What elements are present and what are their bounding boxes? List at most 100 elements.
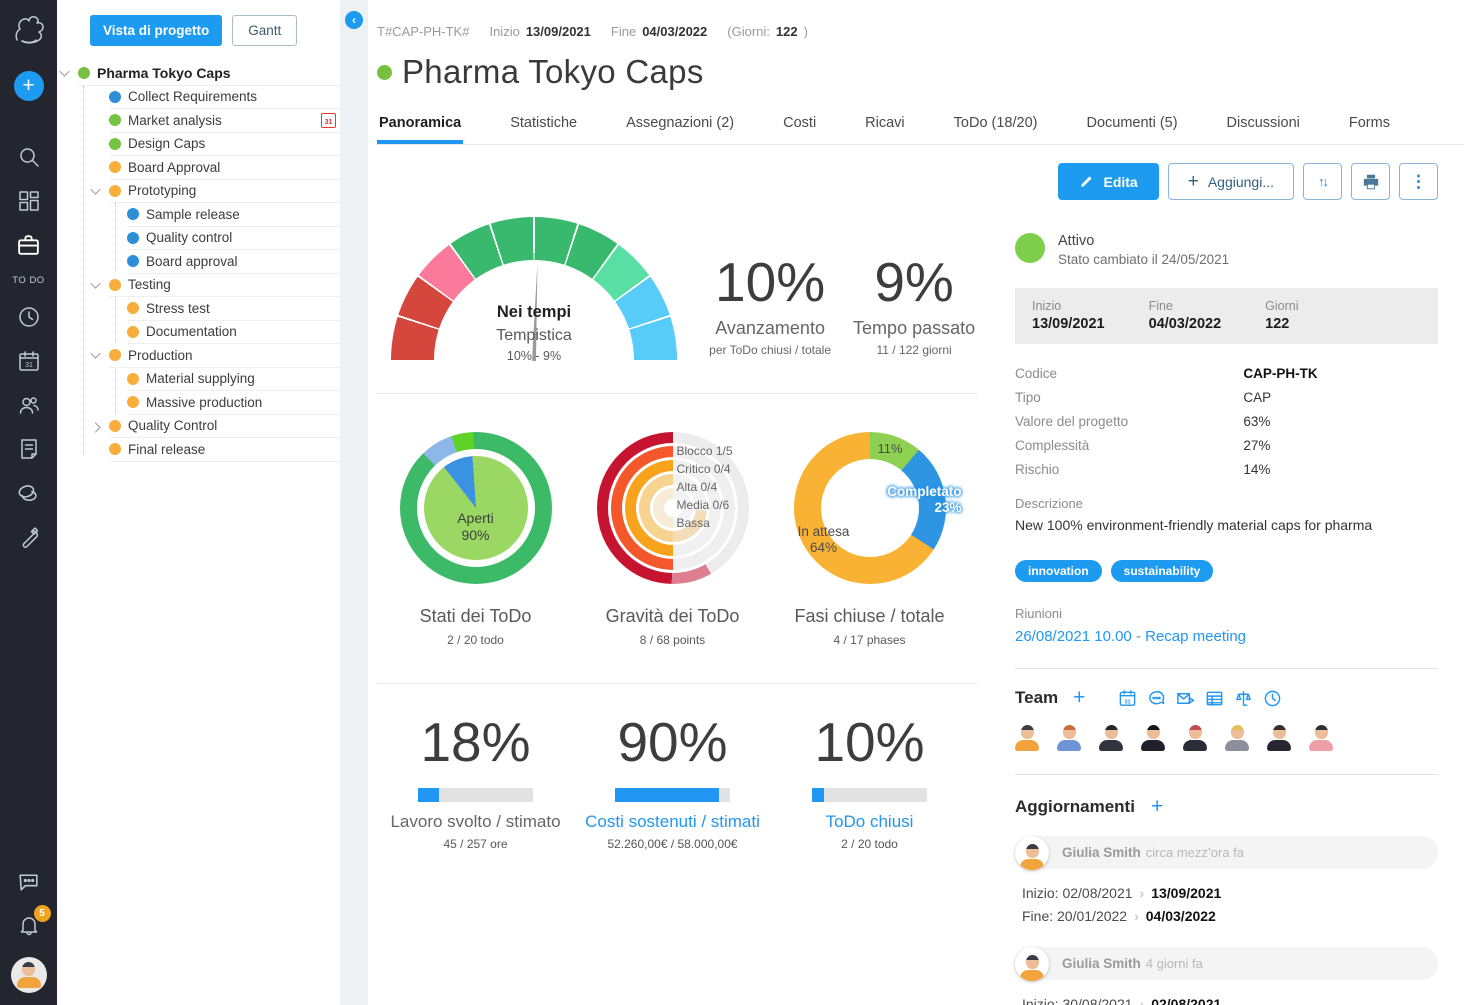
- add-team-member-button[interactable]: +: [1073, 686, 1086, 709]
- tab-forms[interactable]: Forms: [1348, 115, 1390, 131]
- chevron-down-icon[interactable]: [59, 66, 70, 77]
- chevron-right-icon: ›: [1139, 996, 1145, 1005]
- gauge-status-label: Nei tempi: [496, 303, 572, 321]
- chevron-down-icon[interactable]: [90, 277, 101, 289]
- resources-icon[interactable]: [16, 392, 42, 418]
- tree-item[interactable]: Documentation: [127, 321, 340, 344]
- project-view-button[interactable]: Vista di progetto: [90, 15, 223, 46]
- chevron-down-icon[interactable]: [90, 183, 101, 195]
- tools-icon[interactable]: [16, 524, 42, 550]
- deadline-calendar-icon[interactable]: 31: [321, 112, 336, 128]
- add-button[interactable]: + Aggiungi...: [1167, 163, 1294, 200]
- team-member-avatar[interactable]: [1015, 725, 1039, 751]
- sort-button[interactable]: ↑↓: [1303, 163, 1342, 200]
- tree-item-label: Quality Control: [128, 418, 218, 434]
- project-dates-box: Inizio 13/09/2021 Fine 04/03/2022 Giorni…: [1015, 288, 1438, 344]
- progress-bar: [418, 788, 533, 802]
- chat-icon[interactable]: [16, 868, 42, 894]
- donuts-row: Aperti 90% Stati dei ToDo 2 / 20 todo: [377, 432, 977, 647]
- tab-panoramica[interactable]: Panoramica: [377, 105, 464, 144]
- kpi-link-label[interactable]: ToDo chiusi: [825, 812, 914, 831]
- tree-item[interactable]: Sample release: [127, 203, 340, 227]
- team-table-icon[interactable]: [1205, 689, 1224, 708]
- status-dot-blue: [127, 208, 139, 221]
- team-member-avatar[interactable]: [1309, 725, 1333, 751]
- tree-item[interactable]: Design Caps: [109, 133, 340, 156]
- team-member-avatar[interactable]: [1141, 725, 1165, 751]
- tree-item-group[interactable]: Quality Control: [90, 415, 340, 438]
- print-button[interactable]: [1351, 163, 1390, 200]
- tree-item[interactable]: Market analysis 31: [109, 109, 340, 133]
- tab-costi[interactable]: Costi: [783, 115, 817, 131]
- tree-item-group[interactable]: Testing: [90, 274, 340, 297]
- team-mail-send-icon[interactable]: [1176, 689, 1195, 708]
- team-member-avatar[interactable]: [1057, 725, 1081, 751]
- edit-button[interactable]: Edita: [1058, 163, 1159, 200]
- start-value: 13/09/2021: [525, 24, 591, 39]
- tab-todo[interactable]: ToDo (18/20): [953, 115, 1038, 131]
- worklog-clock-icon[interactable]: [16, 304, 42, 330]
- search-icon[interactable]: [16, 144, 42, 170]
- tab-assegnazioni[interactable]: Assegnazioni (2): [626, 115, 735, 131]
- add-update-button[interactable]: +: [1150, 795, 1164, 818]
- team-member-avatar[interactable]: [1183, 725, 1207, 751]
- more-options-button[interactable]: ⋮: [1399, 163, 1438, 200]
- tree-item-group[interactable]: Prototyping: [90, 180, 340, 203]
- todo-gravity-radial-chart: Blocco 1/5 Critico 0/4 Alta 0/4 Media 0/…: [596, 432, 749, 584]
- team-member-avatar[interactable]: [1099, 725, 1123, 751]
- tab-discussioni[interactable]: Discussioni: [1226, 115, 1300, 131]
- tree-item[interactable]: Collect Requirements: [109, 86, 340, 109]
- project-fields: Codice CAP-PH-TK Tipo CAP Valore del proge…: [1015, 361, 1438, 481]
- plus-icon: +: [1187, 170, 1199, 192]
- todo-nav-item[interactable]: TO DO: [12, 275, 45, 286]
- phases-green-label: 11%: [877, 441, 903, 456]
- current-user-avatar[interactable]: [10, 957, 47, 993]
- team-chat-icon[interactable]: [1147, 689, 1166, 708]
- team-member-avatar[interactable]: [1225, 725, 1249, 751]
- tree-item-project-root[interactable]: Pharma Tokyo Caps: [59, 62, 340, 86]
- tab-ricavi[interactable]: Ricavi: [865, 115, 905, 131]
- documents-icon[interactable]: [16, 436, 42, 462]
- tree-item[interactable]: Massive production: [127, 391, 340, 415]
- collapse-panel-button[interactable]: ‹: [345, 11, 363, 29]
- tree-item[interactable]: Quality control: [127, 227, 340, 250]
- tree-item-label: Testing: [128, 277, 171, 293]
- chevron-right-icon[interactable]: [90, 421, 101, 433]
- gantt-button[interactable]: Gantt: [232, 15, 298, 46]
- tag-pill[interactable]: sustainability: [1110, 560, 1214, 582]
- chart-subtitle: 4 / 17 phases: [833, 633, 906, 647]
- time-passed-metric: 9% Tempo passato 11 / 122 giorni: [851, 250, 977, 357]
- days-suffix: ): [803, 24, 808, 39]
- dashboard-icon[interactable]: [16, 188, 42, 214]
- kpi-link-label[interactable]: Costi sostenuti / stimati: [585, 812, 760, 831]
- global-add-button[interactable]: +: [13, 71, 44, 101]
- team-clock-icon[interactable]: [1263, 689, 1282, 708]
- tag-pill[interactable]: innovation: [1015, 560, 1102, 582]
- field-row: Complessità 27%: [1015, 437, 1271, 453]
- twproject-logo-icon[interactable]: [9, 10, 49, 55]
- costs-icon[interactable]: [16, 480, 42, 506]
- progress-fill: [615, 788, 719, 802]
- tree-item[interactable]: Material supplying: [127, 368, 340, 391]
- tree-item[interactable]: Stress test: [127, 297, 340, 321]
- chevron-down-icon[interactable]: [90, 348, 101, 359]
- kpi-value: 18%: [420, 711, 531, 773]
- projects-icon[interactable]: [16, 232, 42, 258]
- team-scales-icon[interactable]: [1234, 689, 1253, 708]
- pencil-icon: [1081, 176, 1093, 187]
- tab-documenti[interactable]: Documenti (5): [1086, 115, 1178, 131]
- tree-item[interactable]: Final release: [109, 438, 340, 462]
- calendar-icon[interactable]: 31: [16, 348, 42, 374]
- tab-statistiche[interactable]: Statistiche: [510, 115, 578, 131]
- kpi-sub: 45 / 257 ore: [443, 837, 508, 851]
- update-author-pill: Giulia Smith circa mezz’ora fa: [1015, 835, 1438, 870]
- team-member-avatar[interactable]: [1267, 725, 1291, 751]
- tree-item-label: Production: [128, 347, 193, 363]
- tree-item-group[interactable]: Production: [90, 344, 340, 368]
- team-calendar-icon[interactable]: 31: [1118, 689, 1137, 708]
- notifications-bell-icon[interactable]: 5: [16, 905, 51, 938]
- tree-item[interactable]: Board Approval: [109, 156, 340, 180]
- meeting-link[interactable]: 26/08/2021 10.00 - Recap meeting: [1015, 628, 1246, 645]
- tree-item[interactable]: Board approval: [127, 250, 340, 274]
